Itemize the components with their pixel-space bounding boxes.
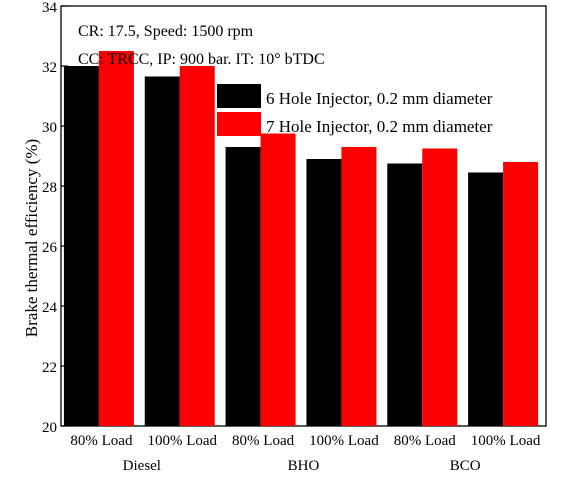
group-label: Diesel [123, 458, 161, 474]
y-axis: 20 22 24 26 28 30 32 34 [42, 0, 68, 436]
bar-7-hole-2 [260, 133, 296, 426]
bar-7-hole-1 [179, 66, 215, 426]
bar-6-hole-1 [144, 76, 180, 426]
legend: 6 Hole Injector, 0.2 mm diameter 7 Hole … [217, 84, 493, 136]
bar-7-hole-0 [98, 51, 134, 426]
y-tick-label: 24 [42, 300, 58, 316]
bar-7-hole-5 [503, 162, 539, 426]
y-tick-label: 20 [42, 420, 57, 436]
x-axis: 80% Load 100% Load 80% Load 100% Load 80% Lo… [70, 433, 540, 474]
annotation-line-2: CC: TRCC, IP: 900 bar. IT: 10° bTDC [78, 51, 325, 68]
group-label: BCO [450, 458, 481, 474]
group-label: BHO [288, 458, 320, 474]
y-tick-label: 34 [42, 0, 58, 16]
y-tick-label: 28 [42, 180, 57, 196]
y-axis-label: Brake thermal efficiency (%) [22, 139, 41, 337]
x-tick-label: 80% Load [70, 433, 133, 449]
x-tick-label: 80% Load [394, 433, 457, 449]
legend-swatch-6-hole [217, 84, 261, 108]
x-tick-label: 100% Load [147, 433, 217, 449]
plot-frame [60, 5, 547, 427]
bar-6-hole-0 [63, 66, 99, 426]
x-tick-label: 80% Load [232, 433, 295, 449]
y-tick-label: 30 [42, 120, 57, 136]
bar-6-hole-5 [468, 172, 504, 426]
x-tick-label: 100% Load [309, 433, 379, 449]
bars-layer [63, 51, 539, 426]
x-tick-label: 100% Load [471, 433, 541, 449]
y-tick-label: 32 [42, 60, 57, 76]
bar-6-hole-3 [306, 159, 342, 426]
annotation-line-1: CR: 17.5, Speed: 1500 rpm [78, 23, 254, 40]
y-tick-label: 26 [42, 240, 58, 256]
bar-7-hole-3 [341, 147, 377, 426]
bar-6-hole-4 [387, 163, 423, 426]
legend-label-7-hole: 7 Hole Injector, 0.2 mm diameter [266, 117, 493, 136]
bar-6-hole-2 [225, 147, 261, 426]
legend-label-6-hole: 6 Hole Injector, 0.2 mm diameter [266, 89, 493, 108]
bar-7-hole-4 [422, 148, 458, 426]
y-tick-label: 22 [42, 360, 57, 376]
legend-swatch-7-hole [217, 112, 261, 136]
